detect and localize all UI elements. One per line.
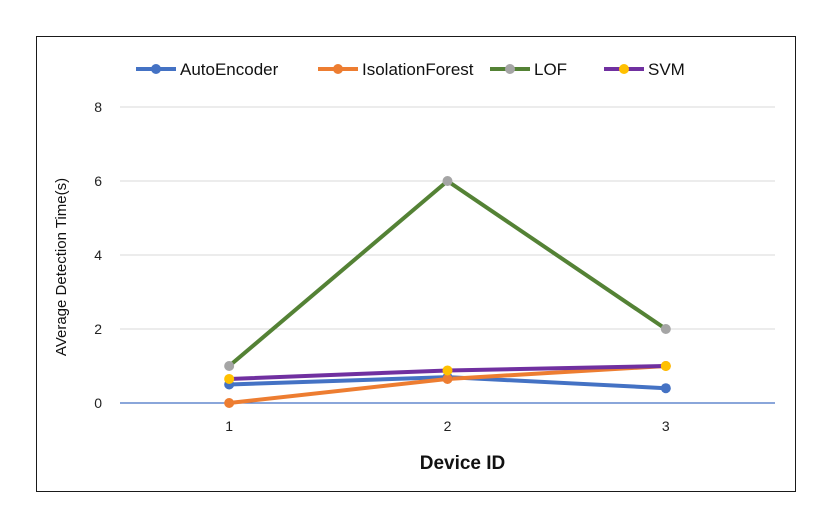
x-tick-label: 2 [444, 418, 452, 434]
data-point [660, 383, 671, 394]
legend-marker [505, 64, 515, 74]
data-point [224, 373, 235, 384]
chart-frame [36, 36, 796, 492]
data-point [224, 398, 235, 408]
y-tick-label: 0 [94, 395, 102, 411]
data-point [660, 324, 671, 334]
legend-marker [333, 64, 343, 74]
series-lines [224, 176, 671, 408]
legend-item: LOF [490, 60, 567, 79]
legend-item: SVM [604, 60, 685, 79]
y-tick-label: 4 [94, 247, 102, 263]
x-axis-title: Device ID [420, 453, 506, 474]
legend-label: IsolationForest [362, 60, 474, 79]
x-tick-label: 3 [662, 418, 670, 434]
legend-label: LOF [534, 60, 567, 79]
legend-label: AutoEncoder [180, 60, 279, 79]
series-markers-svm [224, 361, 671, 384]
legend-marker [151, 64, 161, 74]
data-point [442, 365, 453, 376]
y-tick-label: 6 [94, 173, 102, 189]
series-lof [227, 179, 668, 368]
y-tick-label: 2 [94, 321, 102, 337]
series-markers-lof [224, 176, 671, 371]
data-point [442, 373, 453, 384]
data-point [442, 176, 453, 186]
x-tick-label: 1 [225, 418, 233, 434]
legend-marker [619, 64, 629, 74]
series-line [227, 179, 668, 368]
grid-lines [120, 106, 775, 404]
legend-item: AutoEncoder [136, 60, 279, 79]
legend: AutoEncoder IsolationForest LOF SVM [136, 60, 685, 79]
legend-label: SVM [648, 60, 685, 79]
legend-item: IsolationForest [318, 60, 474, 79]
y-axis-title: AVerage Detection Time(s) [53, 178, 70, 356]
x-axis-ticks: 1 2 3 [225, 418, 670, 434]
data-point [660, 361, 671, 371]
y-tick-label: 8 [94, 99, 102, 115]
y-axis-ticks: 0 2 4 6 8 [94, 99, 102, 411]
data-point [224, 361, 235, 371]
